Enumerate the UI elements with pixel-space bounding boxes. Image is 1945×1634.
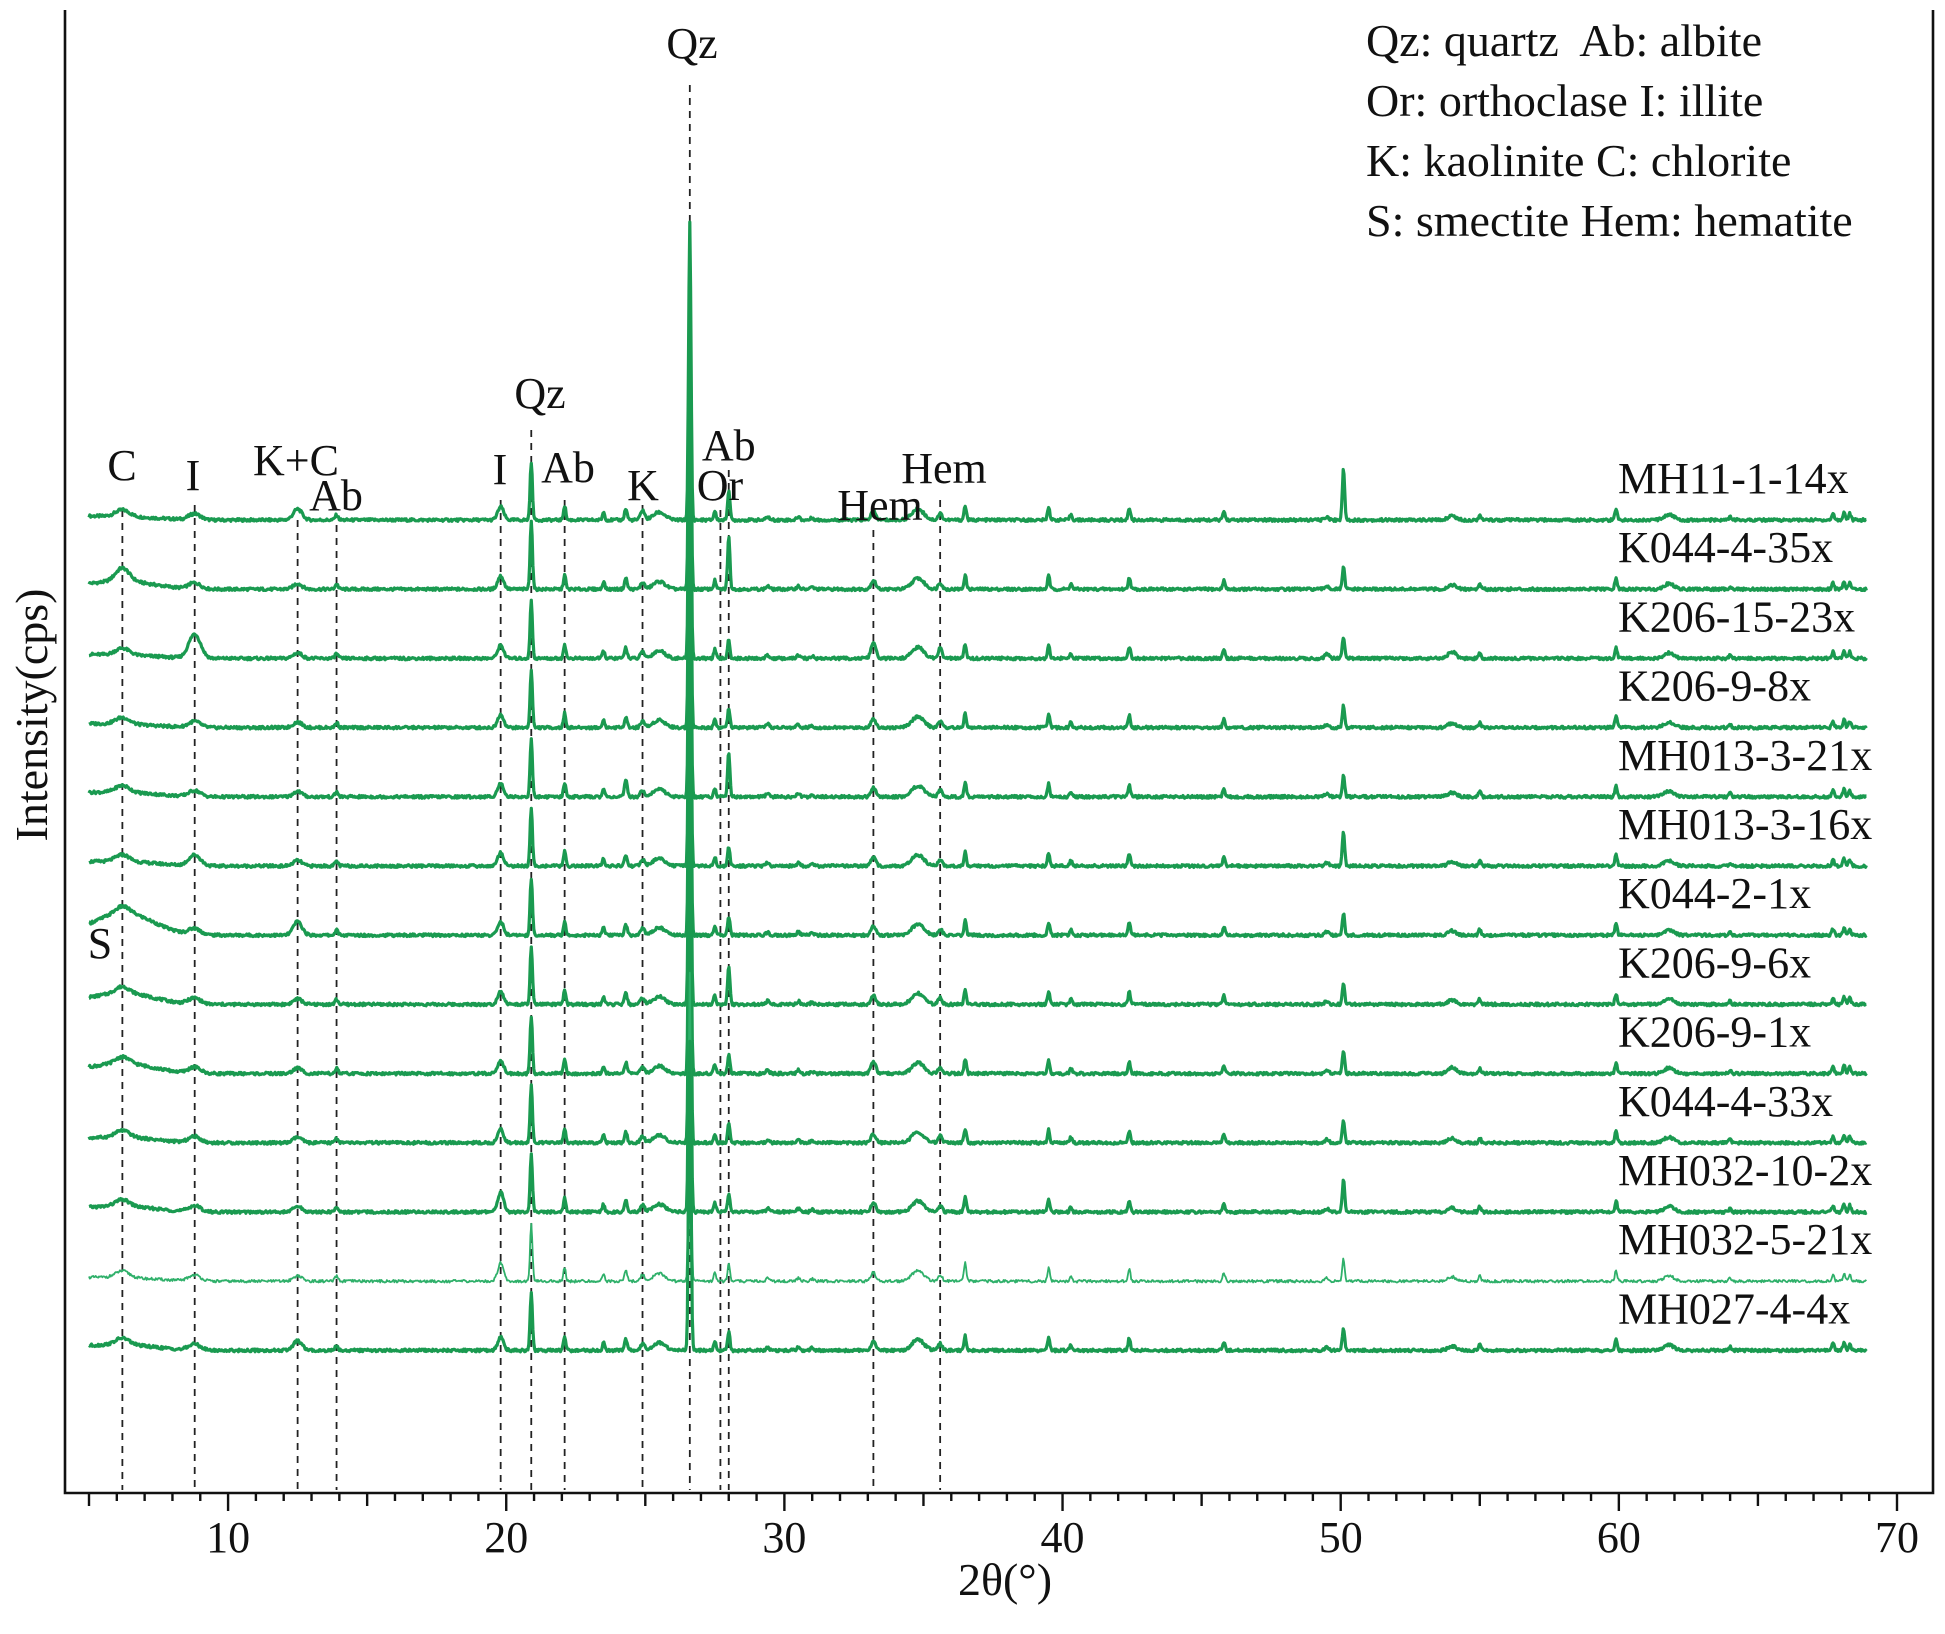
peak-label: Hem <box>901 444 987 493</box>
xrd-pattern-MH032-10-2x <box>88 902 1868 1216</box>
series-label: MH013-3-16x <box>1618 800 1872 849</box>
xrd-pattern-MH032-5-21x <box>88 971 1867 1284</box>
peak-label: I <box>493 445 508 494</box>
xrd-pattern-K044-4-35x <box>87 280 1868 593</box>
series-label: MH032-10-2x <box>1618 1146 1872 1195</box>
series-layer <box>87 220 1868 1354</box>
xrd-pattern-K206-9-8x <box>88 418 1868 731</box>
x-tick-label: 20 <box>484 1513 528 1562</box>
xrd-pattern-MH013-3-16x <box>88 556 1868 870</box>
series-label: MH11-1-14x <box>1618 454 1849 503</box>
xrd-pattern-K206-15-23x <box>88 348 1868 662</box>
peak-label: C <box>107 441 136 490</box>
x-axis-label: 2θ(°) <box>958 1554 1052 1605</box>
series-label: MH013-3-21x <box>1618 731 1872 780</box>
peak-label: Ab <box>541 443 595 492</box>
mineral-legend: Qz: quartz Ab: albite Or: orthoclase I: … <box>1366 15 1853 246</box>
reference-lines <box>121 85 942 1490</box>
xrd-pattern-K206-9-6x <box>88 695 1868 1008</box>
peak-label: Ab <box>309 471 363 520</box>
peak-label-smectite: S <box>88 919 112 968</box>
x-tick-label: 10 <box>206 1513 250 1562</box>
plot-frame <box>63 10 1935 1495</box>
axes: 10 20 30 40 50 60 70 <box>63 10 1935 1562</box>
legend-line-2: Or: orthoclase I: illite <box>1366 75 1763 126</box>
peak-label: K+C <box>253 436 339 485</box>
series-label: K206-9-6x <box>1618 938 1811 987</box>
legend-line-1: Qz: quartz Ab: albite <box>1366 15 1762 66</box>
series-label: K044-4-35x <box>1618 523 1833 572</box>
series-label: K044-4-33x <box>1618 1077 1833 1126</box>
peak-label: K <box>627 461 659 510</box>
peak-label: Hem <box>837 481 923 530</box>
peak-label: Or <box>697 461 744 510</box>
peak-label: Ab <box>702 421 756 470</box>
series-label: MH027-4-4x <box>1618 1284 1850 1333</box>
series-label: MH032-5-21x <box>1618 1215 1872 1264</box>
xrd-pattern-K044-4-33x <box>87 832 1868 1146</box>
series-label: K044-2-1x <box>1618 869 1811 918</box>
legend-line-4: S: smectite Hem: hematite <box>1366 195 1853 246</box>
series-label: K206-9-8x <box>1618 662 1811 711</box>
x-tick-label: 60 <box>1597 1513 1641 1562</box>
xrd-pattern-MH11-1-14x <box>87 220 1868 524</box>
x-tick-label: 30 <box>762 1513 806 1562</box>
peak-label: I <box>186 451 201 500</box>
series-label: K206-15-23x <box>1618 592 1855 641</box>
x-tick-label: 50 <box>1319 1513 1363 1562</box>
legend-line-3: K: kaolinite C: chlorite <box>1366 135 1791 186</box>
peak-label: Qz <box>514 369 565 418</box>
series-label: K206-9-1x <box>1618 1008 1811 1057</box>
peak-label: Qz <box>666 19 717 68</box>
x-tick-label: 40 <box>1041 1513 1085 1562</box>
xrd-pattern-MH027-4-4x <box>88 1039 1868 1354</box>
xrd-pattern-K206-9-1x <box>87 763 1868 1077</box>
xrd-pattern-K044-2-1x <box>88 624 1868 939</box>
y-axis-label: Intensity(cps) <box>6 589 57 842</box>
x-tick-label: 70 <box>1875 1513 1919 1562</box>
xrd-pattern-MH013-3-21x <box>87 486 1868 800</box>
